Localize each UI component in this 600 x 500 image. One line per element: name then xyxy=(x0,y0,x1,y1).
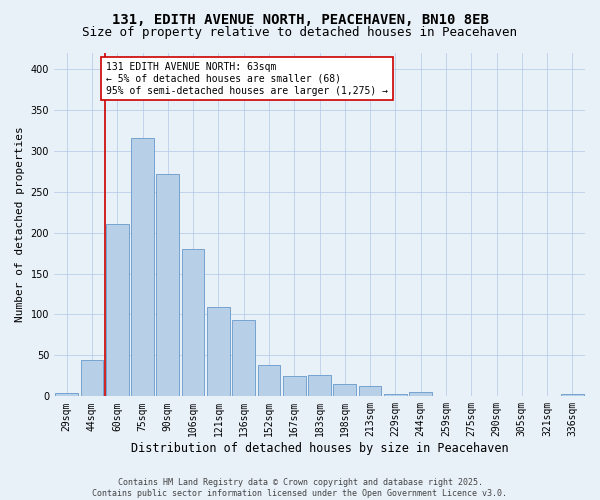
Bar xyxy=(334,384,356,396)
Bar xyxy=(409,392,432,396)
Bar xyxy=(308,375,331,396)
Bar xyxy=(207,307,230,396)
Text: Size of property relative to detached houses in Peacehaven: Size of property relative to detached ho… xyxy=(83,26,517,39)
Text: Contains HM Land Registry data © Crown copyright and database right 2025.
Contai: Contains HM Land Registry data © Crown c… xyxy=(92,478,508,498)
Bar xyxy=(131,138,154,396)
Text: 131 EDITH AVENUE NORTH: 63sqm
← 5% of detached houses are smaller (68)
95% of se: 131 EDITH AVENUE NORTH: 63sqm ← 5% of de… xyxy=(106,62,388,96)
Bar xyxy=(182,249,205,396)
Bar xyxy=(106,224,128,396)
X-axis label: Distribution of detached houses by size in Peacehaven: Distribution of detached houses by size … xyxy=(131,442,508,455)
Text: 131, EDITH AVENUE NORTH, PEACEHAVEN, BN10 8EB: 131, EDITH AVENUE NORTH, PEACEHAVEN, BN1… xyxy=(112,12,488,26)
Y-axis label: Number of detached properties: Number of detached properties xyxy=(15,126,25,322)
Bar xyxy=(80,360,103,396)
Bar xyxy=(55,393,78,396)
Bar xyxy=(257,365,280,396)
Bar xyxy=(157,174,179,396)
Bar xyxy=(232,320,255,396)
Bar xyxy=(283,376,305,396)
Bar xyxy=(561,394,584,396)
Bar xyxy=(384,394,407,396)
Bar xyxy=(359,386,382,396)
